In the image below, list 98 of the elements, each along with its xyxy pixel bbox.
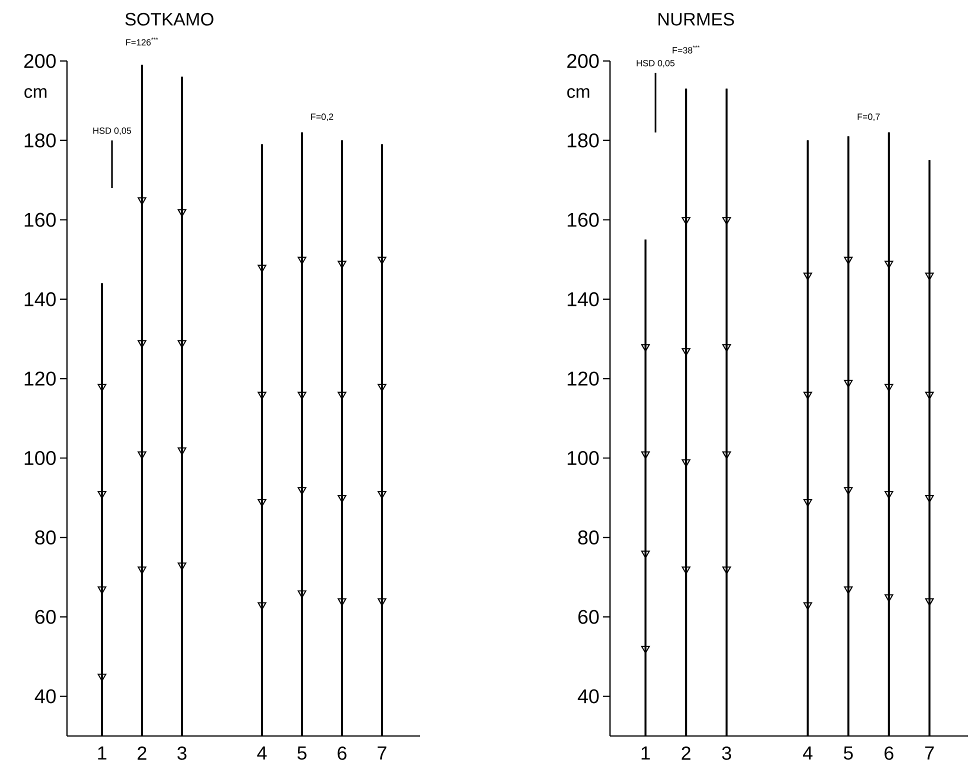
y-tick-label: 100 xyxy=(568,451,599,466)
point xyxy=(884,594,894,602)
point xyxy=(258,498,266,507)
y-tick-label: 80 xyxy=(578,530,599,545)
x-tick-label: 3 xyxy=(177,746,186,760)
point xyxy=(98,674,106,682)
point xyxy=(641,344,650,352)
point xyxy=(298,392,306,400)
point xyxy=(258,264,266,272)
point xyxy=(138,197,146,205)
point xyxy=(682,566,690,574)
point xyxy=(844,487,853,495)
x-tick-label: 1 xyxy=(98,746,106,760)
point xyxy=(884,260,894,268)
point xyxy=(378,384,386,392)
point xyxy=(98,586,106,594)
chart-title: NURMES xyxy=(658,12,734,26)
point xyxy=(803,392,812,400)
y-tick-label: 40 xyxy=(34,689,56,704)
y-tick-label: 40 xyxy=(578,689,599,704)
x-tick-label: 2 xyxy=(682,746,690,760)
x-tick-label: 4 xyxy=(257,746,267,760)
point xyxy=(378,491,386,499)
x-tick-label: 5 xyxy=(844,746,853,760)
point xyxy=(338,260,346,268)
x-tick-label: 7 xyxy=(925,746,934,760)
point xyxy=(884,491,894,499)
y-tick-label: 80 xyxy=(35,530,56,545)
point xyxy=(844,380,853,388)
point xyxy=(338,495,346,503)
x-tick-label: 6 xyxy=(338,746,346,760)
point xyxy=(803,272,812,280)
point xyxy=(298,256,306,264)
y-tick-label: 120 xyxy=(568,372,599,386)
text: F=38$^{***}$ xyxy=(672,45,700,54)
annotation: F=0,7 xyxy=(858,114,880,121)
y-tick-label: 200 xyxy=(24,54,56,68)
series-label: HSD 0,05 xyxy=(93,127,132,135)
y-tick-label: 180 xyxy=(24,133,56,148)
y-axis-title: cm xyxy=(24,88,46,98)
y-tick-label: 140 xyxy=(568,292,599,306)
point xyxy=(641,646,650,654)
point xyxy=(338,598,346,606)
point xyxy=(178,340,186,348)
point xyxy=(884,384,894,392)
point xyxy=(722,344,731,352)
point xyxy=(298,487,306,495)
y-tick-label: 200 xyxy=(567,54,599,68)
y-axis-title: cm xyxy=(567,88,590,98)
point xyxy=(138,340,146,348)
x-tick-label: 2 xyxy=(138,746,146,760)
annotation: F=0,2 xyxy=(311,114,334,121)
x-tick-label: 6 xyxy=(884,746,894,760)
point xyxy=(844,256,853,264)
y-tick-label: 60 xyxy=(35,610,56,624)
point xyxy=(138,451,146,460)
point xyxy=(803,498,812,507)
point xyxy=(258,602,266,610)
point xyxy=(641,550,650,558)
x-tick-label: 4 xyxy=(802,746,812,760)
point xyxy=(722,217,731,225)
point xyxy=(378,598,386,606)
point xyxy=(298,590,306,598)
series-label: HSD 0,05 xyxy=(636,60,675,68)
point xyxy=(682,217,690,225)
chart-title: SOTKAMO xyxy=(125,12,214,26)
x-tick-label: 5 xyxy=(297,746,306,760)
point xyxy=(178,447,186,456)
y-tick-label: 100 xyxy=(24,451,56,466)
point xyxy=(378,256,386,264)
y-tick-label: 140 xyxy=(24,292,56,306)
x-tick-label: 7 xyxy=(378,746,386,760)
point xyxy=(925,272,934,280)
x-tick-label: 1 xyxy=(642,746,650,760)
point xyxy=(178,562,186,570)
y-tick-label: 180 xyxy=(568,133,599,148)
y-tick-label: 60 xyxy=(578,610,599,624)
y-tick-label: 160 xyxy=(24,212,56,227)
y-tick-label: 160 xyxy=(568,212,599,227)
point xyxy=(338,392,346,400)
point xyxy=(682,348,690,356)
point xyxy=(925,598,934,606)
point xyxy=(925,495,934,503)
point xyxy=(98,491,106,499)
y-tick-label: 120 xyxy=(24,372,56,386)
text: F=126$^{***}$ xyxy=(126,37,158,46)
point xyxy=(925,392,934,400)
point xyxy=(803,602,812,610)
point xyxy=(844,586,853,594)
point xyxy=(722,451,731,460)
point xyxy=(682,459,690,467)
point xyxy=(641,451,650,460)
point xyxy=(258,392,266,400)
point xyxy=(98,384,106,392)
point xyxy=(178,209,186,217)
point xyxy=(722,566,731,574)
x-tick-label: 3 xyxy=(722,746,732,760)
point xyxy=(138,566,146,574)
